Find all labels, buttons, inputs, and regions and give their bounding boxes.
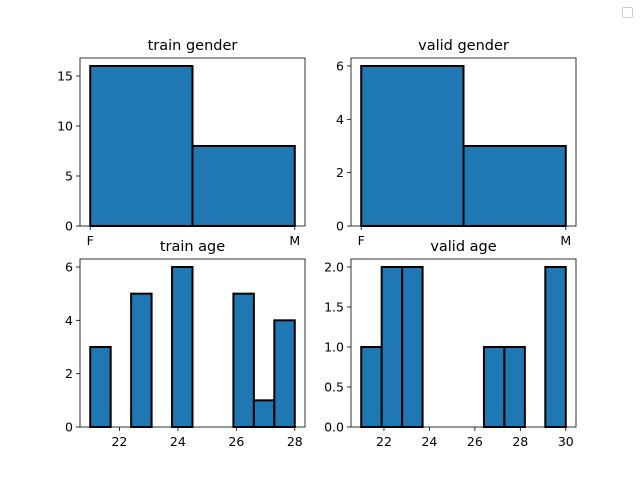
valid-age-ytick-label-1: 0.5 [324,380,344,395]
train-age-xtick-label-3: 28 [287,434,303,449]
valid-gender-bar-0 [360,65,465,227]
train-gender-bar-0 [89,65,194,227]
valid-age-bar-7 [503,346,526,428]
valid-age-chart: valid age 0.0 0.5 1.0 1.5 2.0 22 24 26 28 30 [324,239,577,449]
train-age-bar-2 [130,292,153,428]
valid-gender-xtick-label-1: M [560,233,571,248]
valid-gender-ytick-label-2: 4 [336,112,344,127]
legend-box [622,7,633,18]
train-age-xtick-label-0: 22 [111,434,127,449]
valid-gender-ytick-label-1: 2 [336,165,344,180]
train-age-bar-8 [252,399,276,429]
valid-gender-title: valid gender [418,38,509,54]
train-gender-xtick-label-1: M [289,233,300,248]
valid-age-xtick-label-4: 30 [558,434,574,449]
train-gender-ytick-label-3: 15 [57,69,73,84]
valid-age-ytick-label-2: 1.0 [324,340,344,355]
valid-age-xtick-label-3: 28 [512,434,528,449]
train-age-bar-7 [232,292,255,428]
valid-age-title: valid age [430,239,496,255]
valid-age-bar-9 [544,266,567,428]
valid-age-axes-frame [350,258,577,428]
train-age-xtick-label-1: 24 [170,434,186,449]
train-age-ytick-label-1: 2 [65,366,73,381]
valid-age-xtick-label-2: 26 [467,434,483,449]
train-age-ytick-label-3: 6 [65,260,73,275]
train-age-bar-0 [89,346,112,428]
valid-age-ytick-label-3: 1.5 [324,300,344,315]
valid-age-ytick-label-0: 0.0 [324,420,344,435]
train-age-bar-4 [171,266,194,428]
valid-age-bar-1 [380,266,404,428]
valid-gender-ytick-label-3: 6 [336,59,344,74]
valid-age-bar-2 [401,266,424,428]
train-gender-title: train gender [148,38,238,54]
train-gender-xtick-label-0: F [87,233,94,248]
train-gender-chart: train gender 0 5 10 15 F M [57,38,306,248]
valid-gender-xtick-label-0: F [358,233,365,248]
train-age-ytick-label-2: 4 [65,313,73,328]
train-gender-axes-frame [79,57,306,227]
train-age-xtick-label-2: 26 [228,434,244,449]
train-age-bar-9 [273,319,296,429]
train-age-ytick-label-0: 0 [65,420,73,435]
valid-age-bar-0 [360,346,383,428]
valid-age-xtick-label-1: 24 [421,434,437,449]
train-gender-ytick-label-2: 10 [57,119,73,134]
valid-age-ytick-label-4: 2.0 [324,260,344,275]
valid-age-xtick-label-0: 22 [376,434,392,449]
valid-gender-ytick-label-0: 0 [336,219,344,234]
valid-age-bar-6 [482,346,506,428]
train-gender-bar-1 [191,145,296,227]
valid-gender-chart: valid gender 0 2 4 6 F M [336,38,577,248]
train-age-title: train age [160,239,225,255]
train-gender-ytick-label-0: 0 [65,219,73,234]
valid-gender-axes-frame [350,57,577,227]
train-age-axes-frame [79,258,306,428]
train-gender-ytick-label-1: 5 [65,169,73,184]
valid-gender-bar-1 [462,145,567,227]
